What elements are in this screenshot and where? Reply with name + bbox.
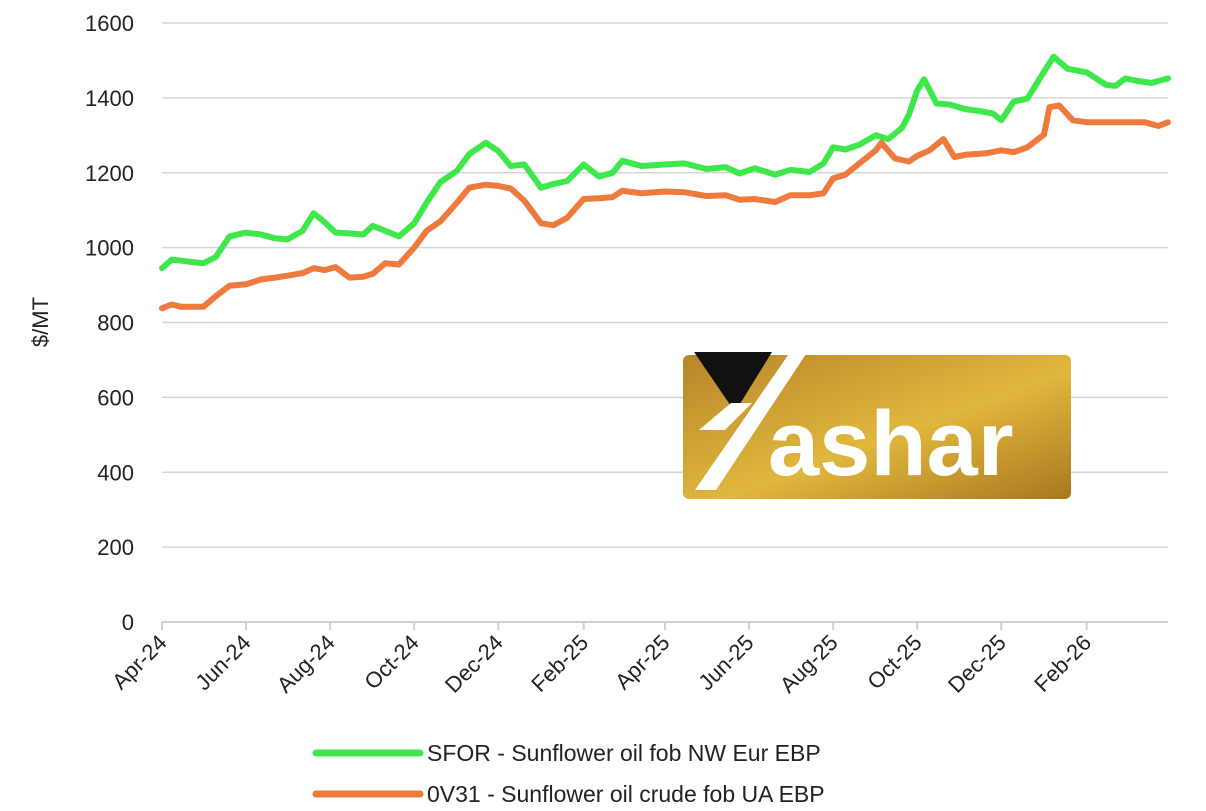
logo-wordmark: ashar: [768, 393, 1014, 495]
yashar-logo: ashar: [683, 345, 1071, 499]
x-tick-label: Apr-24: [107, 630, 171, 694]
x-tick-label: Aug-24: [272, 630, 340, 698]
y-tick-label: 600: [97, 385, 134, 410]
x-tick-label: Apr-25: [610, 630, 674, 694]
y-tick-label: 400: [97, 460, 134, 485]
y-tick-label: 1000: [85, 236, 134, 261]
y-tick-label: 0: [122, 610, 134, 635]
y-tick-label: 200: [97, 535, 134, 560]
logo-white-slash: [695, 345, 812, 490]
x-tick-label: Aug-25: [775, 630, 843, 698]
x-tick-label: Jun-25: [693, 630, 758, 695]
series-lines: [159, 53, 1171, 312]
x-axis: [161, 621, 1168, 630]
y-tick-label: 800: [97, 311, 134, 336]
logo-black-triangle: [694, 352, 772, 412]
y-axis-label: $/MT: [28, 297, 53, 347]
y-tick-label: 1400: [85, 86, 134, 111]
legend: SFOR - Sunflower oil fob NW Eur EBP 0V31…: [312, 740, 825, 807]
x-tick-label: Oct-25: [862, 630, 926, 694]
x-tick-label: Dec-25: [943, 630, 1011, 698]
legend-label-0v31: 0V31 - Sunflower oil crude fob UA EBP: [427, 781, 825, 807]
x-tick-label: Oct-24: [359, 630, 423, 694]
series-line-sfor: [159, 53, 1171, 272]
legend-label-sfor: SFOR - Sunflower oil fob NW Eur EBP: [427, 740, 821, 766]
series-line-0v31: [159, 102, 1171, 312]
x-tick-label: Jun-24: [190, 630, 255, 695]
x-tick-label: Feb-25: [526, 630, 593, 697]
logo-white-stroke: [699, 403, 752, 430]
gridlines: [162, 22, 1168, 548]
x-tick-label: Feb-26: [1029, 630, 1096, 697]
x-axis-tick-labels: Apr-24 Jun-24 Aug-24 Oct-24 Dec-24 Feb-25 Apr-…: [107, 630, 1096, 698]
x-tick-label: Dec-24: [440, 630, 508, 698]
y-tick-label: 1600: [85, 11, 134, 36]
y-axis-tick-labels: 0 200 400 600 800 1000 1200 1400 1600: [85, 11, 134, 635]
y-tick-label: 1200: [85, 161, 134, 186]
